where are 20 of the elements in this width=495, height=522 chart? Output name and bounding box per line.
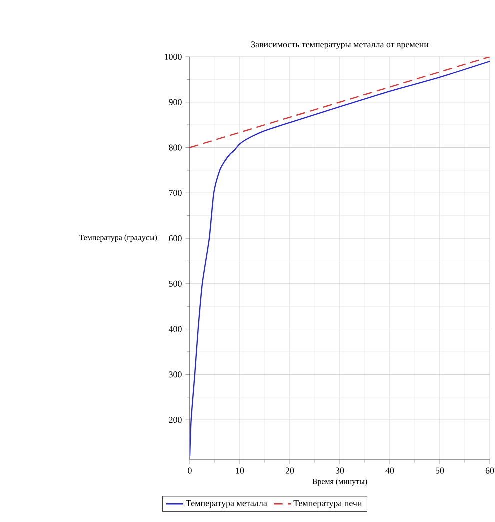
y-tick-label: 1000 (165, 54, 182, 60)
x-tick-label: 40 (386, 468, 394, 474)
legend-label: Температура печи (294, 500, 362, 508)
x-tick-label: 30 (336, 468, 344, 474)
x-tick-label: 60 (486, 468, 494, 474)
y-tick-label: 300 (169, 372, 182, 378)
x-tick-label: 20 (286, 468, 294, 474)
line-series (190, 60, 490, 457)
x-tick-label: 10 (236, 468, 244, 474)
chart-title: Зависимость температуры металла от времени (251, 42, 429, 50)
y-tick-label: 700 (169, 190, 182, 196)
y-tick-label: 600 (169, 235, 182, 242)
y-tick-label: 800 (169, 144, 182, 151)
y-tick-label: 200 (169, 417, 182, 424)
y-tick-label: 500 (169, 280, 182, 287)
y-tick-label: 900 (169, 99, 182, 106)
y-tick-label: 400 (168, 326, 182, 332)
x-tick-label: 50 (436, 468, 444, 474)
x-tick-label: 0 (188, 468, 192, 474)
legend-label: Температура металла (186, 500, 268, 508)
